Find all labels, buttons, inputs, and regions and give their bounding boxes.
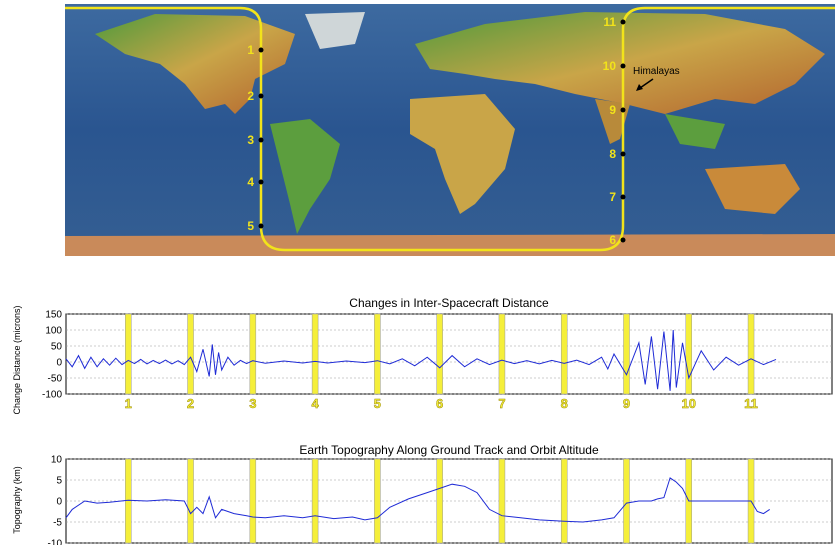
himalayas-arrowhead-icon	[636, 84, 643, 91]
track-point-label: 1	[247, 43, 254, 57]
plot-frame	[65, 313, 833, 395]
orbit-marker	[249, 313, 257, 395]
y-tick-label: 0	[56, 497, 62, 508]
y-tick-label: -10	[48, 539, 63, 545]
ground-track	[65, 6, 835, 252]
x-tick-label: 7	[498, 396, 505, 411]
chart2-title: Earth Topography Along Ground Track and …	[299, 443, 599, 457]
africa	[410, 94, 515, 214]
y-tick-label: 50	[51, 342, 63, 353]
track-point	[620, 63, 626, 69]
track-point	[258, 137, 264, 143]
x-tick-label: 11	[744, 396, 758, 411]
x-tick-label: 1	[125, 396, 132, 411]
track-point-label: 4	[247, 175, 254, 189]
orbit-marker	[623, 313, 630, 395]
antarctica	[65, 234, 835, 256]
x-tick-label: 5	[374, 396, 381, 411]
inter-spacecraft-distance-chart: Changes in Inter-Spacecraft Distance Cha…	[12, 296, 833, 415]
track-point	[620, 194, 626, 200]
chart2-ylabel: Topography (km)	[12, 466, 22, 534]
track-point	[258, 47, 264, 53]
australia	[705, 164, 800, 214]
y-tick-label: 5	[56, 476, 62, 487]
y-tick-label: 0	[56, 358, 62, 369]
orbit-marker	[747, 313, 755, 395]
orbit-marker	[498, 458, 506, 544]
himalayas-arrow-icon	[639, 78, 654, 89]
orbit-marker	[436, 313, 443, 395]
track-point-label: 2	[247, 89, 254, 103]
track-point-label: 8	[609, 147, 616, 161]
orbit-marker	[125, 458, 132, 544]
orbit-marker	[498, 313, 506, 395]
y-tick-label: -50	[48, 374, 63, 385]
x-tick-label: 10	[682, 396, 696, 411]
orbit-marker	[685, 313, 693, 395]
track-point	[258, 179, 264, 185]
orbit-marker	[311, 458, 319, 544]
track-point	[620, 151, 626, 157]
track-point-label: 7	[609, 190, 616, 204]
orbit-marker	[125, 313, 132, 395]
track-point-label: 11	[603, 15, 616, 29]
greenland	[305, 12, 365, 49]
south-america	[270, 119, 340, 234]
orbit-marker	[374, 458, 381, 544]
southeast-asia	[665, 114, 725, 149]
track-point-label: 5	[247, 219, 254, 233]
europe-asia	[415, 12, 825, 114]
series-line	[65, 477, 770, 523]
x-tick-label: 3	[249, 396, 256, 411]
orbit-marker	[311, 313, 319, 395]
track-point	[620, 237, 626, 243]
x-tick-label: 9	[623, 396, 630, 411]
orbit-marker	[187, 458, 194, 544]
x-tick-label: 4	[311, 396, 319, 411]
chart2-plot-area: -10 -5 0 5 10	[48, 455, 833, 545]
y-tick-label: -100	[42, 390, 62, 401]
x-tick-label: 8	[561, 396, 568, 411]
track-point-label: 10	[603, 59, 617, 73]
chart1-ylabel: Change Distance (microns)	[12, 305, 22, 414]
y-tick-label: 100	[45, 326, 62, 337]
track-point	[258, 93, 264, 99]
track-point	[258, 223, 264, 229]
x-tick-label: 6	[436, 396, 443, 411]
orbit-marker	[249, 458, 257, 544]
track-point-label: 6	[609, 233, 616, 247]
x-tick-label: 2	[187, 396, 194, 411]
orbit-marker	[623, 458, 630, 544]
track-point	[620, 19, 626, 25]
orbit-marker	[560, 458, 568, 544]
y-tick-label: -5	[53, 518, 62, 529]
track-point-label: 3	[247, 133, 254, 147]
orbit-marker	[560, 313, 568, 395]
chart1-plot-area: -100 -50 0 50 100 150 1 2 3 4 5 6 7 8 9 10 11	[42, 310, 833, 411]
y-tick-label: 10	[51, 455, 63, 466]
north-america	[95, 14, 295, 114]
orbit-marker	[187, 313, 194, 395]
topography-chart: Earth Topography Along Ground Track and …	[12, 443, 833, 545]
orbit-marker	[374, 313, 381, 395]
track-point-label: 9	[609, 103, 616, 117]
orbit-marker	[436, 458, 443, 544]
track-point	[620, 107, 626, 113]
chart1-title: Changes in Inter-Spacecraft Distance	[349, 296, 549, 310]
series-line	[65, 329, 777, 391]
track-points: 1 2 3 4 5 6 7 8 9 10 11	[247, 15, 626, 247]
himalayas-label: Himalayas	[633, 66, 680, 77]
y-tick-label: 150	[45, 310, 62, 321]
world-topography-map: 1 2 3 4 5 6 7 8 9 10 11 Himalayas	[65, 4, 835, 256]
